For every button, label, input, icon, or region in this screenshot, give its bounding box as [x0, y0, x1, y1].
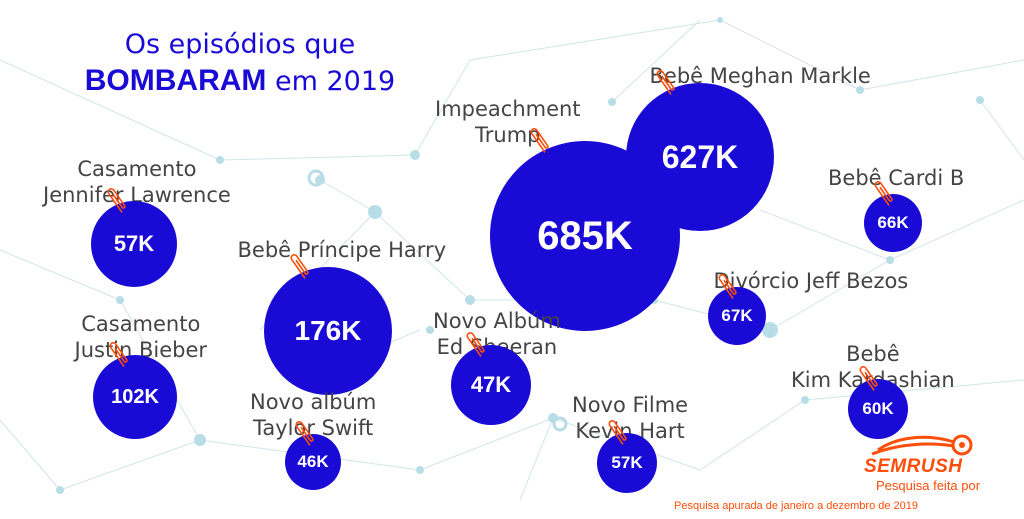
- value-bubble: 60K: [848, 379, 908, 439]
- value-bubble: 57K: [597, 433, 657, 493]
- paperclip-icon: [530, 128, 549, 153]
- paperclip-icon: [656, 70, 675, 95]
- title-emphasis: BOMBARAM: [84, 63, 267, 97]
- chart-title: Os episódios que BOMBARAM em 2019: [60, 28, 420, 99]
- paperclip-icon: [874, 181, 893, 206]
- bubble-label: Bebê Cardi B: [828, 166, 965, 190]
- value-bubble: 47K: [451, 345, 531, 425]
- source-credit: Pesquisa feita por: [876, 478, 981, 493]
- value-bubble: 46K: [285, 434, 341, 490]
- value-bubble: 66K: [864, 194, 922, 252]
- paperclip-icon: [109, 342, 128, 367]
- title-line-2: BOMBARAM em 2019: [60, 62, 420, 100]
- title-rest: em 2019: [275, 65, 396, 97]
- bubble-label: Impeachment Trump: [435, 97, 581, 148]
- paperclip-icon: [608, 420, 627, 445]
- paperclip-icon: [107, 188, 126, 213]
- brand-name: SEMRUSH: [864, 456, 963, 477]
- paperclip-icon: [466, 332, 485, 357]
- paperclip-icon: [290, 254, 309, 279]
- bubble-label: Casamento Justin Bieber: [74, 312, 208, 363]
- value-bubble: 57K: [91, 201, 177, 287]
- value-bubble: 627K: [626, 83, 774, 231]
- value-bubble: 176K: [264, 267, 392, 395]
- bubble-label: Bebê Príncipe Harry: [237, 238, 447, 262]
- value-bubble: 102K: [93, 355, 177, 439]
- paperclip-icon: [859, 366, 878, 391]
- bubble-label: Novo Filme Kevin Hart: [572, 393, 689, 444]
- flame-icon: [871, 434, 973, 456]
- semrush-logo: SEMRUSH: [858, 432, 1008, 477]
- paperclip-icon: [295, 421, 314, 446]
- paperclip-icon: [718, 274, 737, 299]
- value-bubble: 67K: [708, 287, 766, 345]
- footnote: Pesquisa apurada de janeiro a dezembro d…: [674, 500, 919, 512]
- title-line-1: Os episódios que: [124, 29, 356, 60]
